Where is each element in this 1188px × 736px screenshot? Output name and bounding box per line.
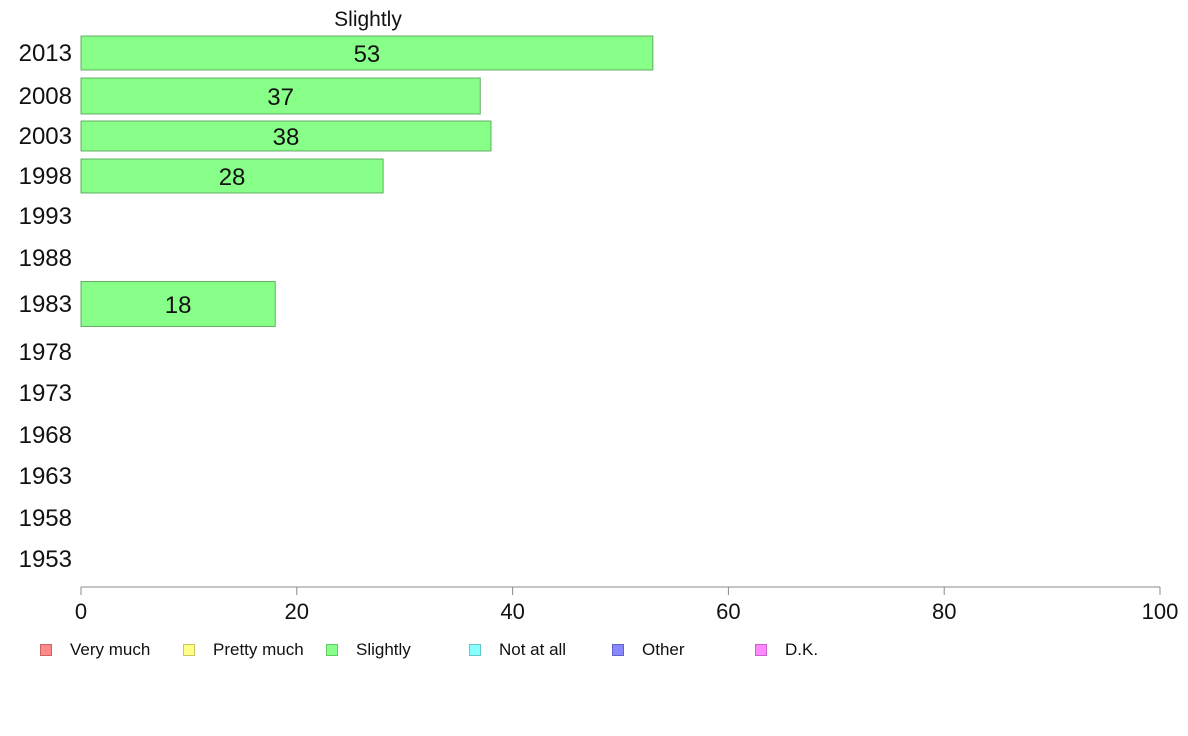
legend-item-pretty-much: Pretty much [183,638,304,662]
y-tick-label: 1958 [19,505,72,532]
legend-label-not-at-all: Not at all [499,640,567,659]
x-tick-label: 100 [1142,599,1179,624]
y-tick-label: 1983 [19,291,72,318]
bars-group: 53 37 38 28 18 [80,35,654,327]
y-tick-label: 2003 [19,123,72,150]
legend: Very much Pretty much Slightly Not at al… [0,638,1188,662]
x-axis: 0 20 40 60 80 100 [75,586,1179,624]
data-label: 18 [165,292,192,319]
bar-2008 [80,77,481,115]
chart-title: Slightly [334,8,402,31]
legend-swatch-very-much [40,644,52,656]
y-tick-label: 1973 [19,380,72,407]
y-tick-label: 1988 [19,245,72,272]
legend-item-very-much: Very much [40,638,150,662]
bar-2013 [80,35,654,71]
legend-item-slightly: Slightly [326,638,411,662]
y-tick-label: 1968 [19,422,72,449]
legend-swatch-not-at-all [469,644,481,656]
legend-label-slightly: Slightly [356,640,411,659]
x-tick-label: 60 [716,599,740,624]
legend-swatch-dk [755,644,767,656]
legend-label-pretty-much: Pretty much [213,640,304,659]
legend-label-other: Other [642,640,685,659]
legend-swatch-other [612,644,624,656]
y-tick-label: 2008 [19,83,72,110]
y-axis: 2013 2008 2003 1998 1993 1988 1983 1978 1973 1968… [19,40,72,573]
y-tick-label: 1963 [19,463,72,490]
legend-item-other: Other [612,638,685,662]
y-tick-label: 1998 [19,163,72,190]
y-tick-label: 1978 [19,339,72,366]
legend-swatch-slightly [326,644,338,656]
bar-1998 [80,158,384,194]
x-tick-label: 80 [932,599,956,624]
data-label: 37 [267,84,294,111]
x-tick-label: 20 [285,599,309,624]
legend-label-very-much: Very much [70,640,151,659]
data-label: 38 [273,124,300,151]
bar-2003 [80,120,492,152]
y-tick-label: 1953 [19,546,72,573]
legend-item-dk: D.K. [755,638,818,662]
legend-label-dk: D.K. [785,640,819,659]
y-tick-label: 1993 [19,203,72,230]
bar-1983 [80,281,276,327]
x-tick-label: 0 [75,599,87,624]
legend-item-not-at-all: Not at all [469,638,566,662]
data-label: 28 [219,164,246,191]
data-label: 53 [354,41,381,68]
legend-swatch-pretty-much [183,644,195,656]
y-tick-label: 2013 [19,40,72,67]
x-tick-label: 40 [500,599,524,624]
